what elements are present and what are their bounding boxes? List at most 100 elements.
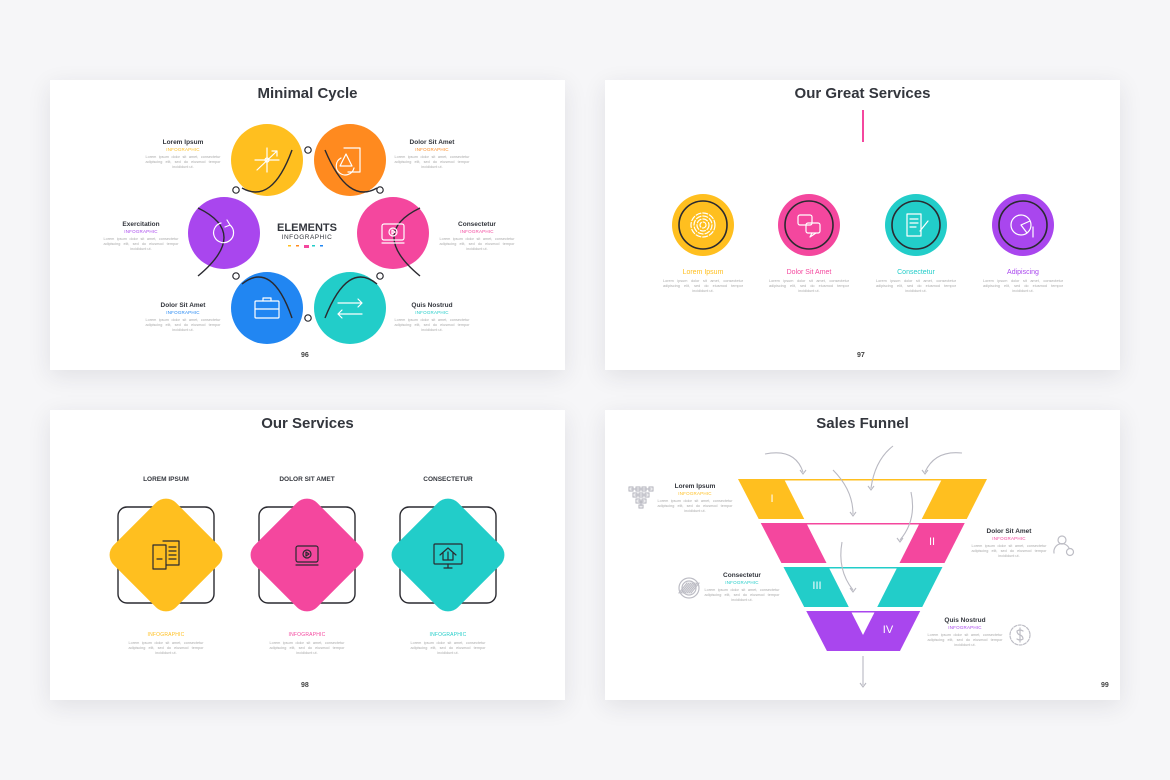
item-label: Lorem Ipsum INFOGRAPHIC Lorem ipsum dolor … [146,139,221,170]
item-subtitle: INFOGRAPHIC [948,625,982,630]
connector-node [232,186,240,194]
color-dash [312,245,315,247]
item-description: Lorem ipsum dolor sit amet, consectetur … [145,155,221,169]
diagram [188,124,429,344]
item-label: Lorem Ipsum Lorem ipsum dolor sit amet, c… [663,269,743,294]
arrow-head [849,587,857,593]
item-description: Lorem ipsum dolor sit amet, consectetur … [269,641,345,655]
item-description: Lorem ipsum dolor sit amet, consectetur … [704,588,780,602]
funnel-numeral: I [770,493,773,505]
arrow [899,491,914,541]
item-subtitle: INFOGRAPHIC [460,229,494,234]
chat-bubbles-icon [797,214,821,238]
video-monitor-icon [381,223,405,244]
item-heading: Dolor Sit Amet [786,269,832,276]
item-description: Lorem ipsum dolor sit amet, consectetur … [769,279,849,293]
funnel-opening [784,480,942,519]
item-label: Dolor Sit Amet INFOGRAPHIC Lorem ipsum dol… [146,302,221,333]
item-heading: Quis Nostrud [411,302,453,309]
arrow [832,469,854,515]
service-heading: CONSECTETUR [423,476,473,483]
pie-chart-document-icon [335,147,361,176]
service-ring [891,200,941,250]
item-label: Dolor Sit Amet INFOGRAPHIC Lorem ipsum dol… [395,139,470,170]
color-dash [288,245,291,247]
service-heading: DOLOR SIT AMET [279,476,335,483]
item-heading: Consectetur [458,221,496,228]
diagram [109,498,505,612]
item-subtitle: INFOGRAPHIC [166,147,200,152]
service-ring [998,200,1048,250]
arrow-head [921,469,929,475]
refresh-icon [212,219,235,244]
slide-minimal-cycle[interactable]: Minimal Cycle ELEMENTS INFOGRAPHIC 96 Lo… [50,80,565,370]
arrow-head [896,537,904,543]
funnel-numeral: IV [883,624,894,636]
item-description: Lorem ipsum dolor sit amet, consectetur … [439,237,515,251]
item-label: Adipiscing Lorem ipsum dolor sit amet, co… [983,269,1063,294]
monitor-house-dollar-icon [433,543,463,569]
briefcase-icon [254,297,280,319]
slide-title: Minimal Cycle [257,85,358,102]
flow-arrows [764,445,963,688]
item-description: Lorem ipsum dolor sit amet, consectetur … [103,237,179,251]
service-ring [678,200,728,250]
connector-node [376,272,384,280]
connector-node [376,186,384,194]
arrow-head [799,469,807,475]
cycle-connector-line [197,146,421,322]
arrow [764,452,804,473]
item-label: INFOGRAPHIC Lorem ipsum dolor sit amet, c… [411,631,486,656]
item-label: Exercitation INFOGRAPHIC Lorem ipsum dolor… [104,221,179,252]
item-subtitle: INFOGRAPHIC [147,632,185,638]
funnel-numeral: II [929,536,935,548]
striped-circle-icon [678,577,700,599]
item-label: INFOGRAPHIC Lorem ipsum dolor sit amet, c… [129,631,204,656]
item-heading: Dolor Sit Amet [160,302,206,309]
item-heading: Lorem Ipsum [162,139,204,146]
item-label: Consectetur INFOGRAPHIC Lorem ipsum dolor … [440,221,515,252]
diagram [672,110,1054,256]
funnel-numeral: III [812,580,821,592]
item-label: Dolor Sit Amet INFOGRAPHIC Lorem ipsum dol… [972,528,1047,559]
page-number: 99 [1101,682,1109,689]
item-description: Lorem ipsum dolor sit amet, consectetur … [394,155,470,169]
item-heading: Consectetur [897,269,935,276]
hierarchy-icon [628,486,654,509]
slide-great-services[interactable]: Our Great Services 97 Lorem Ipsum Lorem i… [605,80,1120,370]
item-description: Lorem ipsum dolor sit amet, consectetur … [663,279,743,293]
item-label: Quis Nostrud INFOGRAPHIC Lorem ipsum dolor… [928,617,1003,648]
service-ring [784,200,834,250]
video-monitor-icon [295,545,319,566]
item-description: Lorem ipsum dolor sit amet, consectetur … [410,641,486,655]
connector-node [232,272,240,280]
item-description: Lorem ipsum dolor sit amet, consectetur … [657,499,733,513]
item-label: Consectetur Lorem ipsum dolor sit amet, c… [876,269,956,294]
item-subtitle: INFOGRAPHIC [725,580,759,585]
slide-title: Sales Funnel [816,415,909,432]
slide-title: Our Services [261,415,354,432]
item-subtitle: INFOGRAPHIC [166,310,200,315]
item-subtitle: INFOGRAPHIC [992,536,1026,541]
item-label: Dolor Sit Amet Lorem ipsum dolor sit amet… [769,269,849,294]
page-number: 98 [301,682,309,689]
item-label: Quis Nostrud INFOGRAPHIC Lorem ipsum dolor… [395,302,470,333]
item-description: Lorem ipsum dolor sit amet, consectetur … [927,633,1003,647]
connector-node [304,314,312,322]
item-description: Lorem ipsum dolor sit amet, consectetur … [394,318,470,332]
connector-node [304,146,312,154]
chart-arrow-icon [254,147,280,173]
item-description: Lorem ipsum dolor sit amet, consectetur … [876,279,956,293]
cycle-circle [314,124,386,196]
arrow [924,452,963,473]
slide-sales-funnel[interactable]: Sales Funnel 99 I II III IV Lorem Ipsum INFOG… [605,410,1120,700]
pie-chart-icon [1010,214,1034,238]
item-heading: Dolor Sit Amet [409,139,455,146]
item-label: Lorem Ipsum INFOGRAPHIC Lorem ipsum dolor … [658,483,733,514]
slide-our-services[interactable]: Our Services 98 LOREM IPSUM INFOGRAPHIC Lo… [50,410,565,700]
exchange-arrows-icon [337,298,363,319]
item-description: Lorem ipsum dolor sit amet, consectetur … [971,544,1047,558]
center-title: ELEMENTS [277,222,337,234]
item-label: INFOGRAPHIC Lorem ipsum dolor sit amet, c… [270,631,345,656]
